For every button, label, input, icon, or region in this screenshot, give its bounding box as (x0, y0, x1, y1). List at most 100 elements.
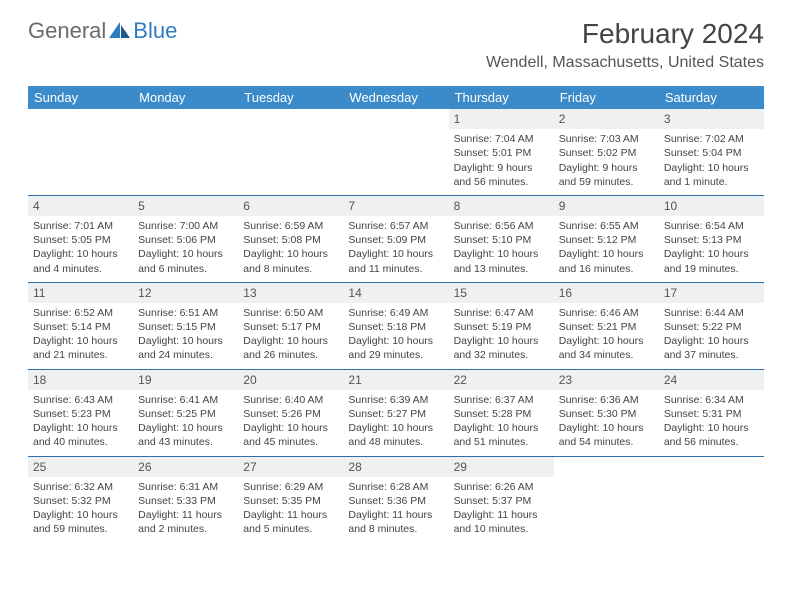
daylight-text: Daylight: 10 hours (454, 334, 549, 348)
daylight-text: and 4 minutes. (33, 262, 128, 276)
daylight-text: and 5 minutes. (243, 522, 338, 536)
sunrise-text: Sunrise: 6:50 AM (243, 306, 338, 320)
sunset-text: Sunset: 5:28 PM (454, 407, 549, 421)
sunset-text: Sunset: 5:33 PM (138, 494, 233, 508)
sunrise-text: Sunrise: 6:32 AM (33, 480, 128, 494)
day-cell: 19Sunrise: 6:41 AMSunset: 5:25 PMDayligh… (133, 370, 238, 456)
day-cell: 14Sunrise: 6:49 AMSunset: 5:18 PMDayligh… (343, 283, 448, 369)
sunrise-text: Sunrise: 6:51 AM (138, 306, 233, 320)
daylight-text: and 37 minutes. (664, 348, 759, 362)
week-row: 1Sunrise: 7:04 AMSunset: 5:01 PMDaylight… (28, 109, 764, 195)
day-number: 15 (449, 283, 554, 303)
day-number: 11 (28, 283, 133, 303)
day-cell: 18Sunrise: 6:43 AMSunset: 5:23 PMDayligh… (28, 370, 133, 456)
weekday-header: Tuesday (238, 86, 343, 109)
daylight-text: Daylight: 10 hours (243, 334, 338, 348)
sunrise-text: Sunrise: 6:44 AM (664, 306, 759, 320)
sunset-text: Sunset: 5:10 PM (454, 233, 549, 247)
sunrise-text: Sunrise: 6:31 AM (138, 480, 233, 494)
daylight-text: Daylight: 11 hours (243, 508, 338, 522)
day-number: 20 (238, 370, 343, 390)
day-number: 26 (133, 457, 238, 477)
sail-icon (109, 22, 131, 40)
day-cell: 10Sunrise: 6:54 AMSunset: 5:13 PMDayligh… (659, 196, 764, 282)
daylight-text: Daylight: 10 hours (559, 421, 654, 435)
daylight-text: and 48 minutes. (348, 435, 443, 449)
day-cell (659, 457, 764, 543)
day-number: 12 (133, 283, 238, 303)
sunset-text: Sunset: 5:01 PM (454, 146, 549, 160)
week-row: 4Sunrise: 7:01 AMSunset: 5:05 PMDaylight… (28, 196, 764, 282)
day-number: 6 (238, 196, 343, 216)
daylight-text: Daylight: 10 hours (454, 421, 549, 435)
day-cell: 5Sunrise: 7:00 AMSunset: 5:06 PMDaylight… (133, 196, 238, 282)
day-cell: 13Sunrise: 6:50 AMSunset: 5:17 PMDayligh… (238, 283, 343, 369)
daylight-text: and 32 minutes. (454, 348, 549, 362)
daylight-text: Daylight: 10 hours (33, 508, 128, 522)
day-cell: 2Sunrise: 7:03 AMSunset: 5:02 PMDaylight… (554, 109, 659, 195)
day-cell (28, 109, 133, 195)
sunset-text: Sunset: 5:25 PM (138, 407, 233, 421)
day-number: 16 (554, 283, 659, 303)
daylight-text: Daylight: 11 hours (138, 508, 233, 522)
sunset-text: Sunset: 5:35 PM (243, 494, 338, 508)
daylight-text: Daylight: 11 hours (454, 508, 549, 522)
daylight-text: Daylight: 10 hours (664, 334, 759, 348)
daylight-text: and 2 minutes. (138, 522, 233, 536)
brand-second: Blue (133, 18, 177, 44)
day-cell: 25Sunrise: 6:32 AMSunset: 5:32 PMDayligh… (28, 457, 133, 543)
sunset-text: Sunset: 5:13 PM (664, 233, 759, 247)
day-number: 5 (133, 196, 238, 216)
day-cell (238, 109, 343, 195)
week-row: 18Sunrise: 6:43 AMSunset: 5:23 PMDayligh… (28, 370, 764, 456)
daylight-text: Daylight: 10 hours (454, 247, 549, 261)
daylight-text: and 11 minutes. (348, 262, 443, 276)
sunrise-text: Sunrise: 6:40 AM (243, 393, 338, 407)
brand-first: General (28, 18, 106, 44)
daylight-text: Daylight: 10 hours (348, 247, 443, 261)
day-number: 24 (659, 370, 764, 390)
sunset-text: Sunset: 5:06 PM (138, 233, 233, 247)
daylight-text: Daylight: 10 hours (243, 247, 338, 261)
sunset-text: Sunset: 5:19 PM (454, 320, 549, 334)
sunrise-text: Sunrise: 6:59 AM (243, 219, 338, 233)
day-cell: 12Sunrise: 6:51 AMSunset: 5:15 PMDayligh… (133, 283, 238, 369)
sunrise-text: Sunrise: 6:28 AM (348, 480, 443, 494)
daylight-text: and 6 minutes. (138, 262, 233, 276)
sunrise-text: Sunrise: 6:34 AM (664, 393, 759, 407)
sunrise-text: Sunrise: 6:52 AM (33, 306, 128, 320)
sunset-text: Sunset: 5:22 PM (664, 320, 759, 334)
day-number: 4 (28, 196, 133, 216)
day-cell: 23Sunrise: 6:36 AMSunset: 5:30 PMDayligh… (554, 370, 659, 456)
daylight-text: and 21 minutes. (33, 348, 128, 362)
daylight-text: and 1 minute. (664, 175, 759, 189)
daylight-text: Daylight: 9 hours (559, 161, 654, 175)
sunset-text: Sunset: 5:14 PM (33, 320, 128, 334)
weekday-header: Thursday (449, 86, 554, 109)
daylight-text: Daylight: 10 hours (664, 247, 759, 261)
weekday-header: Sunday (28, 86, 133, 109)
day-cell: 11Sunrise: 6:52 AMSunset: 5:14 PMDayligh… (28, 283, 133, 369)
daylight-text: and 19 minutes. (664, 262, 759, 276)
daylight-text: and 59 minutes. (33, 522, 128, 536)
sunset-text: Sunset: 5:12 PM (559, 233, 654, 247)
sunrise-text: Sunrise: 6:36 AM (559, 393, 654, 407)
day-number: 27 (238, 457, 343, 477)
day-cell: 16Sunrise: 6:46 AMSunset: 5:21 PMDayligh… (554, 283, 659, 369)
day-number: 28 (343, 457, 448, 477)
day-number: 21 (343, 370, 448, 390)
day-cell (554, 457, 659, 543)
sunset-text: Sunset: 5:09 PM (348, 233, 443, 247)
day-number: 2 (554, 109, 659, 129)
sunset-text: Sunset: 5:32 PM (33, 494, 128, 508)
daylight-text: and 8 minutes. (243, 262, 338, 276)
weekday-header: Wednesday (343, 86, 448, 109)
daylight-text: Daylight: 10 hours (664, 161, 759, 175)
sunrise-text: Sunrise: 7:00 AM (138, 219, 233, 233)
daylight-text: Daylight: 10 hours (33, 421, 128, 435)
daylight-text: and 51 minutes. (454, 435, 549, 449)
daylight-text: and 34 minutes. (559, 348, 654, 362)
sunrise-text: Sunrise: 6:49 AM (348, 306, 443, 320)
day-cell (133, 109, 238, 195)
weekday-header: Friday (554, 86, 659, 109)
